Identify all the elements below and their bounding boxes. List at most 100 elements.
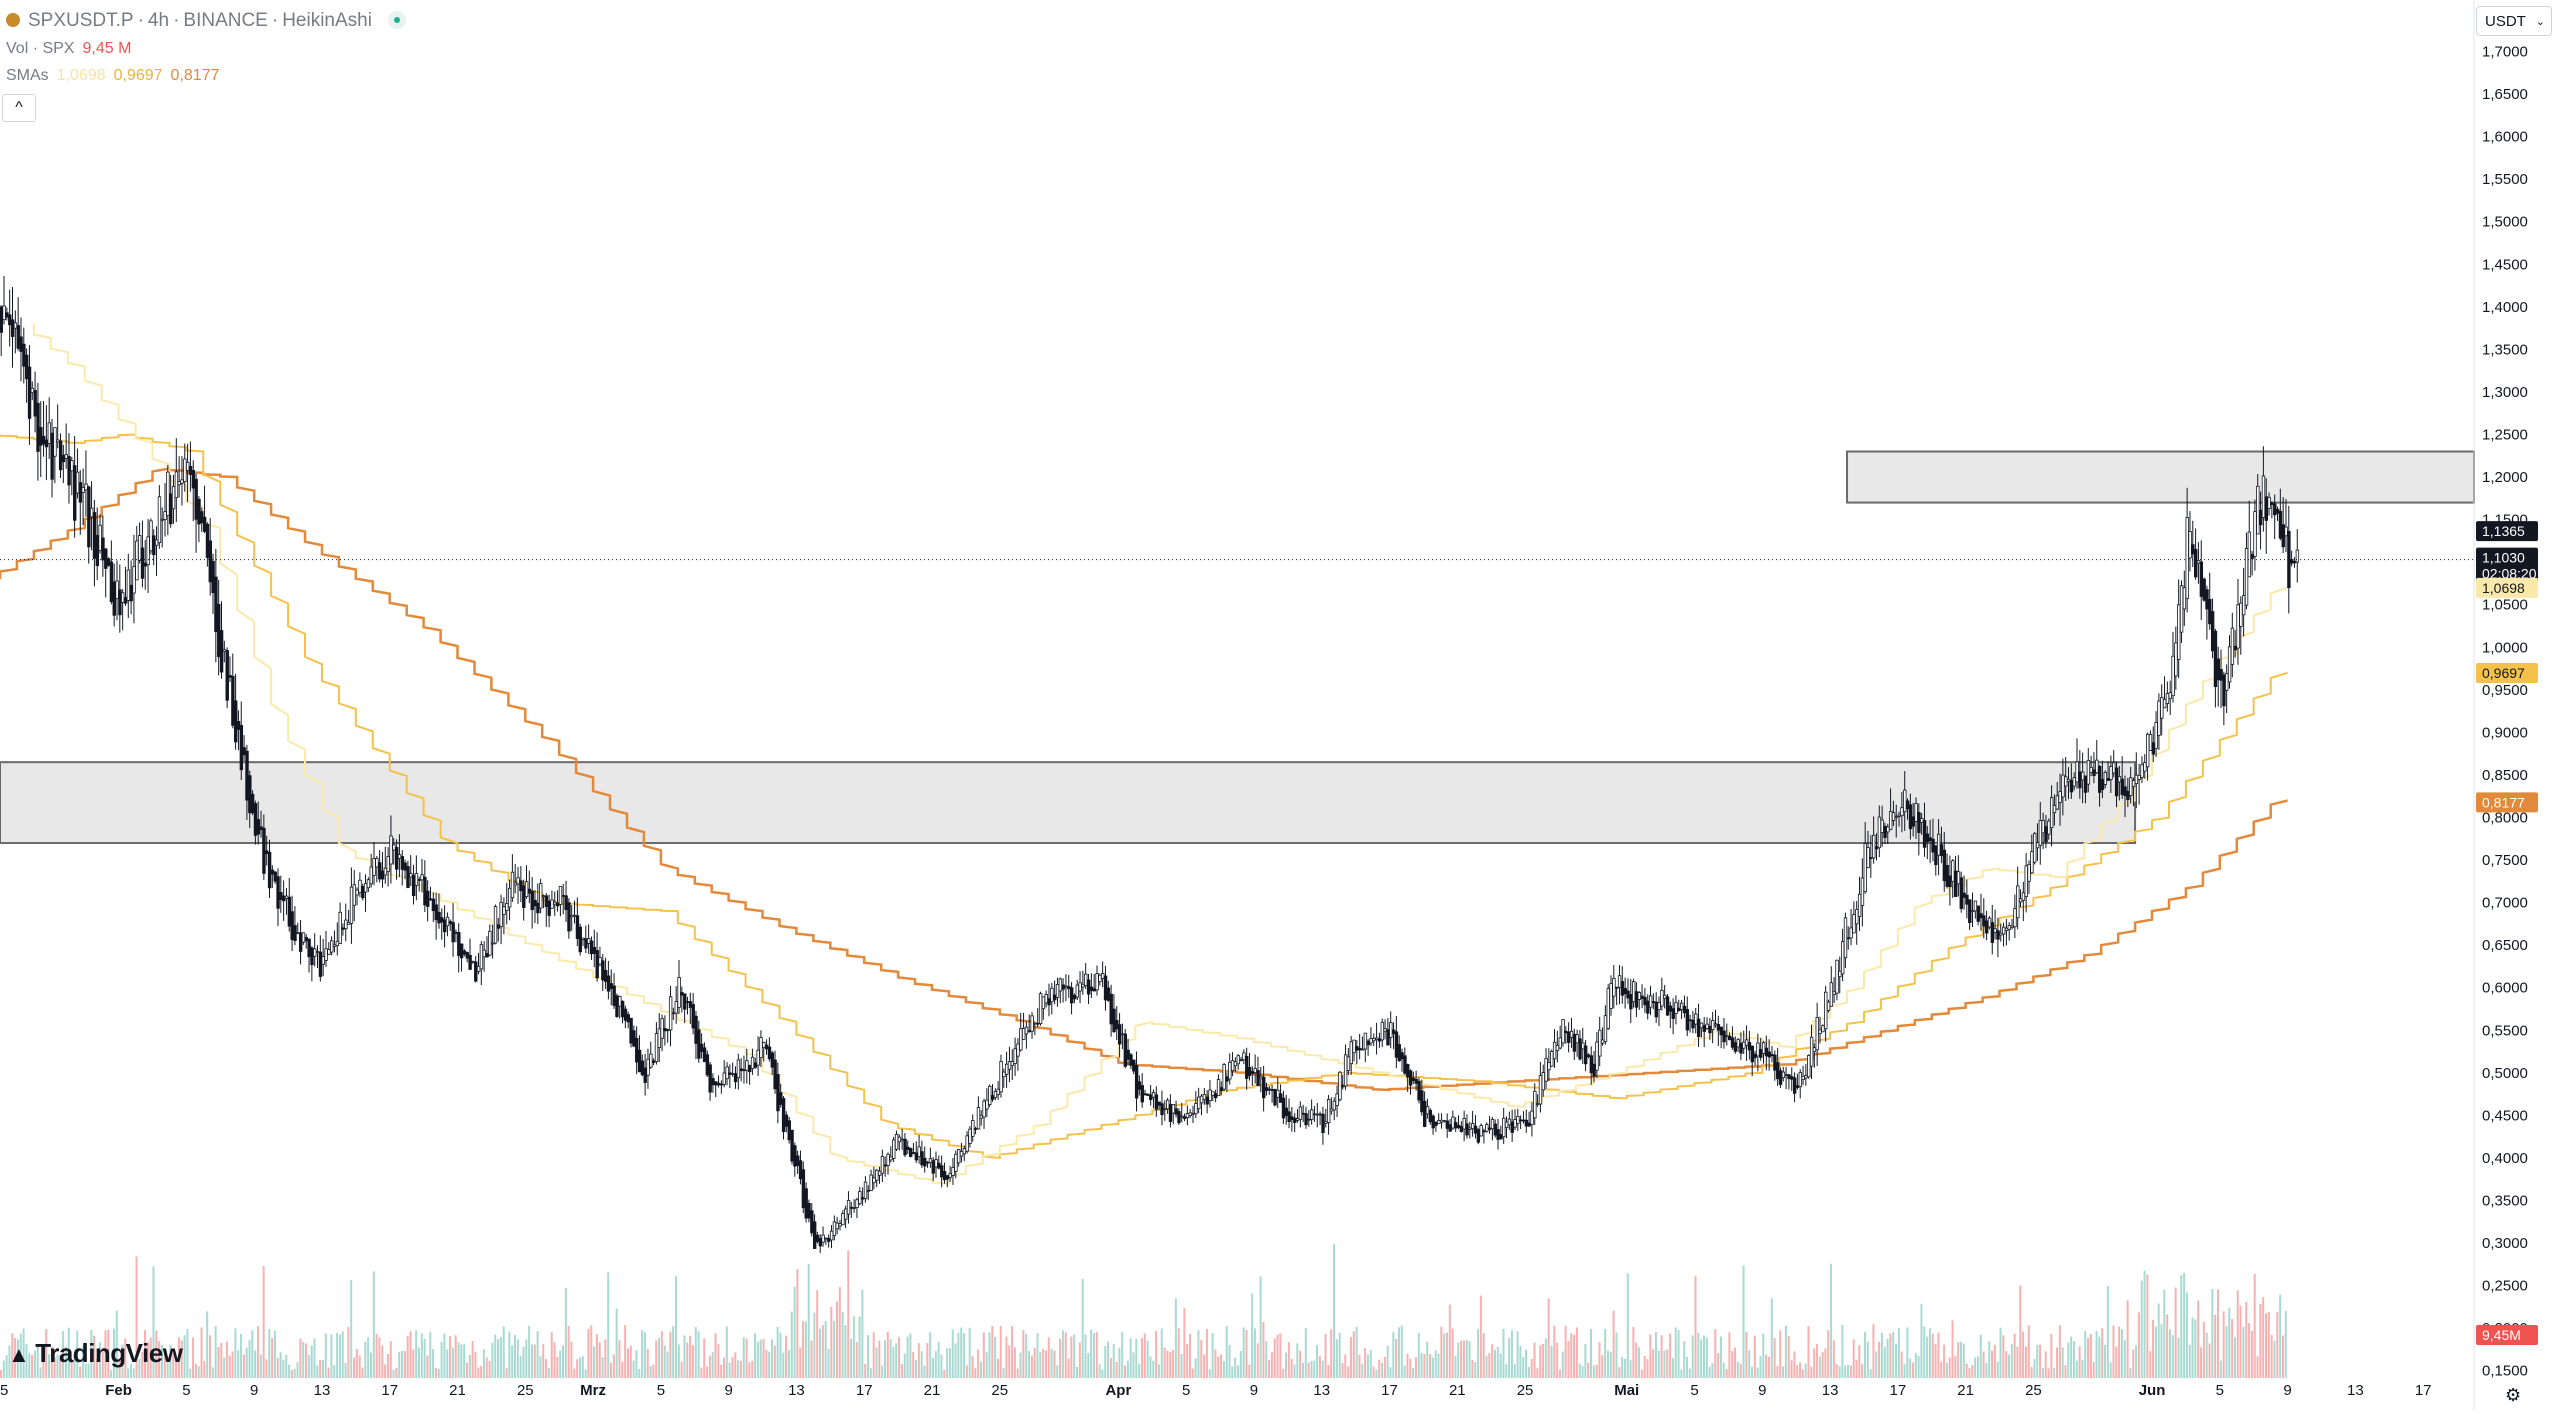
volume-bar [152, 1266, 155, 1378]
volume-bar [1157, 1364, 1160, 1378]
volume-bar [211, 1367, 214, 1378]
volume-bar [1259, 1276, 1262, 1378]
volume-bar [268, 1328, 271, 1378]
volume-bar [539, 1356, 542, 1378]
market-status-icon[interactable] [387, 11, 406, 29]
volume-bar [273, 1330, 276, 1378]
price-tag-label: 0,9697 [2482, 665, 2525, 681]
candle-body [1663, 994, 1667, 999]
candle-body [1575, 1034, 1579, 1044]
candle-body [338, 911, 342, 944]
volume-bar [135, 1256, 138, 1378]
price-tag [2476, 521, 2538, 542]
candle-body [838, 1223, 842, 1227]
candle-body [685, 1001, 690, 1003]
candle-body [301, 932, 306, 943]
candle-body [798, 1160, 803, 1180]
candle-body [1606, 988, 1610, 1030]
volume-bar [333, 1365, 336, 1378]
volume-bar [386, 1354, 389, 1378]
volume-bar [858, 1316, 861, 1378]
currency-selector[interactable]: USDT ⌄ [2476, 6, 2552, 36]
candle-body [1999, 932, 2003, 936]
volume-bar [1841, 1324, 1844, 1378]
volume-bar [296, 1362, 299, 1378]
tradingview-logo[interactable]: ▲ TradingView [8, 1338, 183, 1369]
candle-body [1682, 1005, 1687, 1014]
volume-bar [96, 1358, 99, 1378]
volume-bar [290, 1369, 293, 1378]
candle-body [1567, 1031, 1571, 1043]
volume-bar [1090, 1329, 1093, 1378]
candle-body [1149, 1094, 1153, 1100]
volume-legend[interactable]: Vol · SPX 9,45 M [6, 40, 139, 58]
candle-body [1408, 1070, 1413, 1086]
volume-bar [1646, 1359, 1649, 1378]
volume-bar [1886, 1338, 1889, 1378]
candle-body [454, 931, 458, 934]
candle-body [688, 1001, 693, 1008]
x-tick-label: 5 [1690, 1382, 1698, 1399]
volume-bar [1270, 1352, 1273, 1378]
candle-body [787, 1120, 791, 1141]
candle-body [166, 471, 170, 516]
price-axis: 1,70001,65001,60001,55001,50001,45001,40… [2482, 43, 2528, 1379]
symbol-name[interactable]: SPXUSDT.P [28, 10, 134, 31]
volume-bar [1759, 1356, 1762, 1378]
volume-bar [850, 1338, 853, 1378]
candle-body [618, 995, 622, 1007]
volume-bar [1660, 1335, 1663, 1378]
candle-body [1230, 1060, 1235, 1072]
candle-body [903, 1138, 907, 1156]
volume-bar [1076, 1366, 1079, 1378]
candle-body [1657, 1002, 1661, 1010]
y-tick-label: 0,5500 [2482, 1022, 2528, 1039]
candle-body [779, 1092, 783, 1105]
volume-bar [1022, 1330, 1025, 1378]
candle-body [361, 885, 365, 899]
candle-body [1922, 820, 1927, 848]
candle-body [1795, 1085, 1800, 1088]
candle-body [1886, 826, 1890, 833]
candle-body [1962, 892, 1966, 898]
sma-legend[interactable]: SMAs 1,0698 0,9697 0,8177 [6, 67, 227, 85]
candle-body [979, 1115, 983, 1119]
volume-bar [2109, 1362, 2112, 1378]
candle-body [2092, 769, 2096, 776]
volume-bar [104, 1330, 107, 1378]
candle-body [265, 850, 269, 855]
volume-bar [1773, 1338, 1776, 1378]
candle-body [160, 518, 164, 521]
volume-bar [813, 1312, 816, 1378]
volume-bar [1423, 1353, 1426, 1378]
candle-body [1355, 1046, 1359, 1051]
volume-bar [265, 1359, 268, 1378]
gear-icon[interactable]: ⚙ [2505, 1385, 2522, 1405]
candle-body [355, 889, 359, 896]
candle-body [1293, 1117, 1297, 1123]
candle-body [256, 819, 261, 835]
candle-body [849, 1206, 854, 1209]
volume-bar [2242, 1327, 2245, 1378]
volume-bar [1414, 1357, 1417, 1378]
volume-bar [1844, 1365, 1847, 1378]
candle-body [1728, 1035, 1732, 1041]
volume-bar [785, 1335, 788, 1378]
volume-bar [1751, 1366, 1754, 1378]
candle-body [2075, 761, 2079, 783]
candle-body [2227, 646, 2232, 683]
collapse-legend-button[interactable]: ^ [2, 94, 36, 122]
volume-bar [2118, 1326, 2121, 1378]
interval-label[interactable]: 4h [147, 10, 170, 31]
volume-bar [1883, 1346, 1886, 1378]
candle-body [942, 1170, 947, 1181]
candle-body [561, 895, 566, 897]
volume-bar [2143, 1270, 2146, 1378]
volume-bar [2039, 1344, 2042, 1378]
volume-bar [1242, 1327, 1245, 1378]
candle-body [1041, 996, 1046, 1010]
volume-bar [669, 1331, 672, 1378]
candle-body [1626, 990, 1630, 999]
